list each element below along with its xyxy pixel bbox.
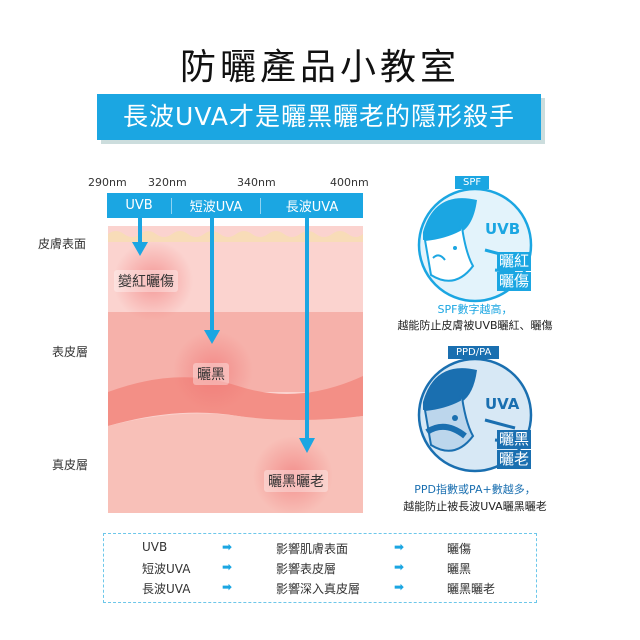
band-uvb: UVB xyxy=(125,198,153,213)
legend-row: UVB ➡ 影響肌膚表面 ➡ 曬傷 xyxy=(142,540,472,556)
skin-cross-section xyxy=(108,226,363,513)
spf-caption-2: 越能防止皮膚被UVB曬紅、曬傷 xyxy=(397,319,553,332)
wavelength-label: 340nm xyxy=(237,176,276,189)
short-uva-arrow xyxy=(210,226,214,330)
headline-banner: 長波UVA才是曬黑曬老的隱形殺手 xyxy=(97,94,541,140)
legend-row: 短波UVA ➡ 影響表皮層 ➡ 曬黑 xyxy=(142,560,472,576)
wavelength-label: 320nm xyxy=(148,176,187,189)
arrow-right-icon: ➡ xyxy=(394,560,405,574)
effect-sunburn: 變紅曬傷 xyxy=(114,270,178,292)
summary-legend: UVB ➡ 影響肌膚表面 ➡ 曬傷 短波UVA ➡ 影響表皮層 ➡ 曬黑 長波UVA ➡ 影響深入真… xyxy=(103,533,537,603)
wavelength-label: 290nm xyxy=(88,176,127,189)
pa-tag: PPD/PA xyxy=(448,346,500,359)
page-title: 防曬產品小教室 xyxy=(179,47,460,88)
wavelength-label: 400nm xyxy=(330,176,369,189)
effect-tan-aging: 曬黑曬老 xyxy=(264,470,328,492)
uv-arrows xyxy=(132,226,315,453)
arrow-right-icon: ➡ xyxy=(394,580,405,594)
band-long-uva: 長波UVA xyxy=(285,200,339,215)
band-short-uva: 短波UVA xyxy=(189,200,243,215)
layer-label-dermis: 真皮層 xyxy=(52,458,89,472)
layer-label-epidermis: 表皮層 xyxy=(52,345,89,359)
arrow-right-icon: ➡ xyxy=(222,560,233,574)
uvb-arrow xyxy=(138,226,142,242)
spf-tag: SPF xyxy=(455,176,490,189)
pa-effect-tan: 曬黑 xyxy=(497,430,532,449)
long-uva-arrow xyxy=(305,226,309,438)
spf-effect-red: 曬紅 xyxy=(497,252,532,271)
layer-label-surface: 皮膚表面 xyxy=(38,237,87,251)
arrow-right-icon: ➡ xyxy=(222,580,233,594)
arrow-right-icon: ➡ xyxy=(394,540,405,554)
spf-ray: UVB xyxy=(485,220,521,238)
spf-caption-1: SPF數字越高， xyxy=(437,303,513,316)
spf-effect-burn: 曬傷 xyxy=(497,272,532,291)
pa-illustration: PPD/PA UVA 曬黑 曬老 xyxy=(415,346,535,475)
effect-tan: 曬黑 xyxy=(193,363,229,385)
uv-band-bar: UVB 短波UVA 長波UVA xyxy=(107,193,363,218)
arrow-right-icon: ➡ xyxy=(222,540,233,554)
pa-caption-1: PPD指數或PA+數越多， xyxy=(414,483,536,496)
legend-row: 長波UVA ➡ 影響深入真皮層 ➡ 曬黑曬老 xyxy=(142,580,496,596)
pa-caption-2: 越能防止被長波UVA曬黑曬老 xyxy=(403,500,547,513)
pa-ray: UVA xyxy=(485,395,520,413)
surface-layer xyxy=(108,231,363,242)
pa-effect-aging: 曬老 xyxy=(497,450,532,469)
spf-illustration: SPF UVB 曬紅 曬傷 xyxy=(415,176,535,305)
